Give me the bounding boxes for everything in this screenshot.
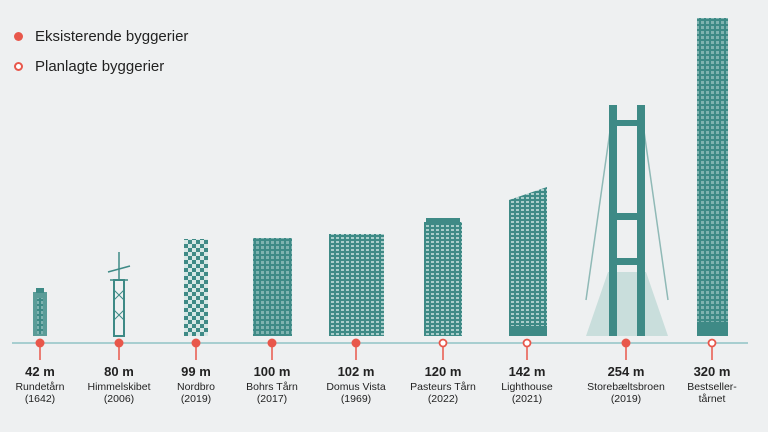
building-name: Bohrs Tårn (246, 381, 298, 393)
bridge-storebaeltsbroen (585, 105, 669, 336)
legend-label: Planlagte byggerier (35, 58, 165, 75)
building-lighthouse (509, 187, 547, 336)
building-bestseller-taarnet (697, 18, 728, 336)
building-name: Lighthouse (501, 381, 553, 393)
filled-dot-icon (14, 32, 23, 41)
building-year: (2017) (256, 393, 288, 405)
building-domus-vista (329, 234, 384, 336)
legend-label: Eksisterende byggerier (35, 28, 189, 45)
legend-existing: Eksisterende byggerier (14, 28, 188, 45)
planned-marker-icon (438, 338, 448, 348)
building-label: 42 m Rundetårn (1642) (0, 364, 95, 405)
planned-marker-icon (707, 338, 717, 348)
height-value: 42 m (25, 364, 55, 379)
legend-planned: Planlagte byggerier (14, 58, 164, 75)
existing-marker-icon (191, 338, 201, 348)
building-nordbro (184, 239, 208, 336)
building-label: 99 m Nordbro (2019) (141, 364, 251, 405)
building-label: 102 m Domus Vista (1969) (301, 364, 411, 405)
building-year: (2019) (610, 393, 642, 405)
height-value: 99 m (181, 364, 211, 379)
building-himmelskibet (107, 252, 131, 337)
building-year: (2006) (103, 393, 135, 405)
height-value: 320 m (693, 364, 731, 379)
existing-marker-icon (621, 338, 631, 348)
building-name: Nordbro (177, 381, 215, 393)
building-year: (1969) (340, 393, 372, 405)
building-label: 80 m Himmelskibet (2006) (64, 364, 174, 405)
building-name: Domus Vista (326, 381, 386, 393)
height-value: 142 m (508, 364, 546, 379)
building-label: 254 m Storebæltsbroen (2019) (571, 364, 681, 405)
existing-marker-icon (35, 338, 45, 348)
building-rundetarn (33, 288, 47, 336)
building-name: Pasteurs Tårn (410, 381, 476, 393)
existing-marker-icon (351, 338, 361, 348)
existing-marker-icon (114, 338, 124, 348)
building-label: 100 m Bohrs Tårn (2017) (217, 364, 327, 405)
existing-marker-icon (267, 338, 277, 348)
building-bohrs-taarn (253, 238, 292, 336)
building-label: 320 m Bestseller-tårnet (657, 364, 767, 405)
building-name: Rundetårn (15, 381, 65, 393)
height-value: 102 m (337, 364, 375, 379)
height-value: 254 m (607, 364, 645, 379)
building-label: 120 m Pasteurs Tårn (2022) (388, 364, 498, 405)
building-year: tårnet (698, 393, 726, 405)
planned-marker-icon (522, 338, 532, 348)
height-value: 120 m (424, 364, 462, 379)
open-dot-icon (14, 62, 23, 71)
building-year: (2019) (180, 393, 212, 405)
building-name: Bestseller- (687, 381, 737, 393)
building-year: (1642) (24, 393, 56, 405)
building-name: Himmelskibet (87, 381, 151, 393)
building-name: Storebæltsbroen (587, 381, 665, 393)
building-year: (2022) (427, 393, 459, 405)
building-year: (2021) (511, 393, 543, 405)
height-value: 80 m (104, 364, 134, 379)
building-pasteurs-taarn (424, 218, 462, 336)
building-label: 142 m Lighthouse (2021) (472, 364, 582, 405)
height-value: 100 m (253, 364, 291, 379)
